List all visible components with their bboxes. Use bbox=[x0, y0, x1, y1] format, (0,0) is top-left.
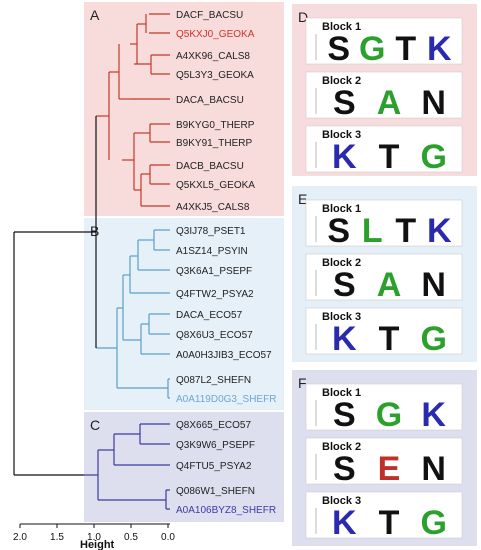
axis-tick-label: 0.0 bbox=[161, 532, 175, 543]
taxon-label: Q5L3Y3_GEOKA bbox=[176, 70, 254, 81]
motif-letter: N bbox=[421, 266, 446, 304]
motif-letter: T bbox=[379, 320, 400, 358]
taxon-label: Q3K9W6_PSEPF bbox=[176, 440, 255, 451]
taxon-label: Q5KXJ0_GEOKA bbox=[176, 29, 255, 40]
motif-letter: S bbox=[333, 450, 356, 488]
block-title: Block 1 bbox=[322, 21, 361, 33]
clade-a-branches bbox=[96, 13, 170, 207]
logo-block bbox=[305, 253, 463, 301]
logo-block bbox=[305, 307, 463, 355]
taxon-label: Q8X6U3_ECO57 bbox=[176, 330, 253, 341]
taxon-label: A0A0H3JIB3_ECO57 bbox=[176, 350, 272, 361]
logo-block bbox=[305, 383, 463, 431]
taxon-label: Q3IJ78_PSET1 bbox=[176, 226, 246, 237]
taxon-label: DACA_BACSU bbox=[176, 95, 244, 106]
taxon-label: A0A119D0G3_SHEFR bbox=[176, 394, 276, 405]
root-branches bbox=[13, 116, 97, 476]
panel-letter: D bbox=[298, 9, 308, 25]
motif-letter: K bbox=[427, 30, 452, 68]
clade-c-letter: C bbox=[90, 417, 100, 433]
taxon-label: Q086W1_SHEFN bbox=[176, 486, 255, 497]
taxon-label: A4XKJ5_CALS8 bbox=[176, 202, 250, 213]
motif-letter: N bbox=[421, 450, 446, 488]
taxon-label: A1SZ14_PSYIN bbox=[176, 246, 248, 257]
motif-letter: S bbox=[327, 30, 350, 68]
taxon-label: DACF_BACSU bbox=[176, 10, 243, 21]
block-title: Block 2 bbox=[322, 441, 361, 453]
logo-block bbox=[305, 437, 463, 485]
motif-letter: G bbox=[359, 30, 385, 68]
logo-block bbox=[305, 71, 463, 119]
motif-letter: S bbox=[333, 266, 356, 304]
motif-letter: A bbox=[377, 84, 402, 122]
taxon-label: Q5KXL5_GEOKA bbox=[176, 180, 255, 191]
taxon-label: DACB_BACSU bbox=[176, 161, 244, 172]
clade-a-background bbox=[84, 2, 284, 216]
taxon-label: DACA_ECO57 bbox=[176, 310, 243, 321]
block-title: Block 1 bbox=[322, 387, 361, 399]
taxon-label: A0A106BYZ8_SHEFR bbox=[176, 505, 276, 516]
motif-letter: K bbox=[332, 504, 357, 542]
block-title: Block 2 bbox=[322, 257, 361, 269]
taxon-label: B9KY91_THERP bbox=[176, 138, 252, 149]
taxon-label: Q4FTU5_PSYA2 bbox=[176, 461, 252, 472]
block-title: Block 3 bbox=[322, 495, 361, 507]
motif-letter: S bbox=[333, 396, 356, 434]
motif-letter: S bbox=[327, 212, 350, 250]
taxon-label: Q3K6A1_PSEPF bbox=[176, 266, 252, 277]
axis-tick-label: 1.0 bbox=[87, 532, 101, 543]
taxon-labels: DACF_BACSU Q5KXJ0_GEOKA A4XK96_CALS8 Q5L3Y3… bbox=[176, 10, 276, 516]
clade-c-background bbox=[84, 412, 284, 522]
logo-block bbox=[305, 491, 463, 539]
clade-b-letter: B bbox=[90, 223, 99, 239]
logo-block bbox=[305, 125, 463, 173]
motif-letter: T bbox=[395, 212, 416, 250]
block-title: Block 3 bbox=[322, 129, 361, 141]
motif-letter: G bbox=[420, 138, 446, 176]
motif-letter: L bbox=[362, 212, 383, 250]
axis-title: Height bbox=[80, 539, 115, 550]
clade-b-branches bbox=[96, 229, 170, 399]
logo-block bbox=[305, 17, 463, 65]
axis-tick-label: 1.5 bbox=[50, 532, 64, 543]
taxon-label: B9KYG0_THERP bbox=[176, 120, 255, 131]
motif-letter: S bbox=[333, 84, 356, 122]
block-title: Block 2 bbox=[322, 75, 361, 87]
motif-letter: A bbox=[377, 266, 402, 304]
motif-letter: G bbox=[420, 504, 446, 542]
block-title: Block 1 bbox=[322, 203, 361, 215]
clade-a-letter: A bbox=[90, 7, 100, 23]
motif-letter: G bbox=[420, 320, 446, 358]
motif-letter: N bbox=[421, 84, 446, 122]
motif-letter: T bbox=[379, 504, 400, 542]
taxon-label: Q087L2_SHEFN bbox=[176, 375, 251, 386]
motif-letter: T bbox=[395, 30, 416, 68]
motif-letter: K bbox=[421, 396, 446, 434]
panel-letter: E bbox=[298, 191, 307, 207]
logo-block bbox=[305, 199, 463, 247]
motif-letter: E bbox=[378, 450, 401, 488]
motif-letter: K bbox=[427, 212, 452, 250]
axis-tick-label: 2.0 bbox=[13, 532, 27, 543]
motif-letter: K bbox=[332, 138, 357, 176]
motif-letter: T bbox=[379, 138, 400, 176]
clade-c-branches bbox=[84, 423, 170, 510]
height-axis: 2.0 1.5 1.0 0.5 0.0 Height bbox=[13, 523, 175, 550]
panel-letter: F bbox=[298, 375, 307, 391]
taxon-label: A4XK96_CALS8 bbox=[176, 51, 250, 62]
taxon-label: Q4FTW2_PSYA2 bbox=[176, 289, 254, 300]
axis-tick-label: 0.5 bbox=[124, 532, 138, 543]
taxon-label: Q8X665_ECO57 bbox=[176, 420, 251, 431]
motif-letter: K bbox=[332, 320, 357, 358]
motif-letter: G bbox=[376, 396, 402, 434]
block-title: Block 3 bbox=[322, 311, 361, 323]
